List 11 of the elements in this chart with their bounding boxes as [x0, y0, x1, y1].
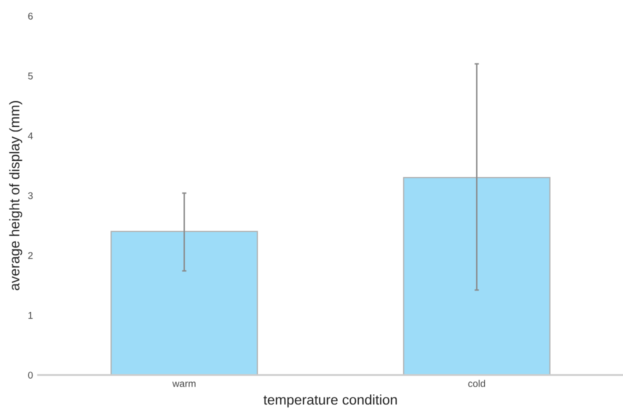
y-tick-label: 0 — [28, 372, 33, 379]
y-tick-label: 1 — [28, 312, 33, 319]
y-tick-label: 2 — [28, 252, 33, 259]
x-tick-label: warm — [172, 382, 196, 387]
y-axis-title: average height of display (mm) — [9, 101, 22, 290]
y-tick-label: 4 — [28, 132, 33, 140]
y-tick-label: 5 — [28, 72, 33, 80]
x-tick-label: cold — [468, 380, 486, 387]
y-tick-label: 6 — [28, 12, 33, 20]
x-axis-title: temperature condition — [264, 394, 397, 408]
y-tick-label: 3 — [28, 192, 33, 200]
